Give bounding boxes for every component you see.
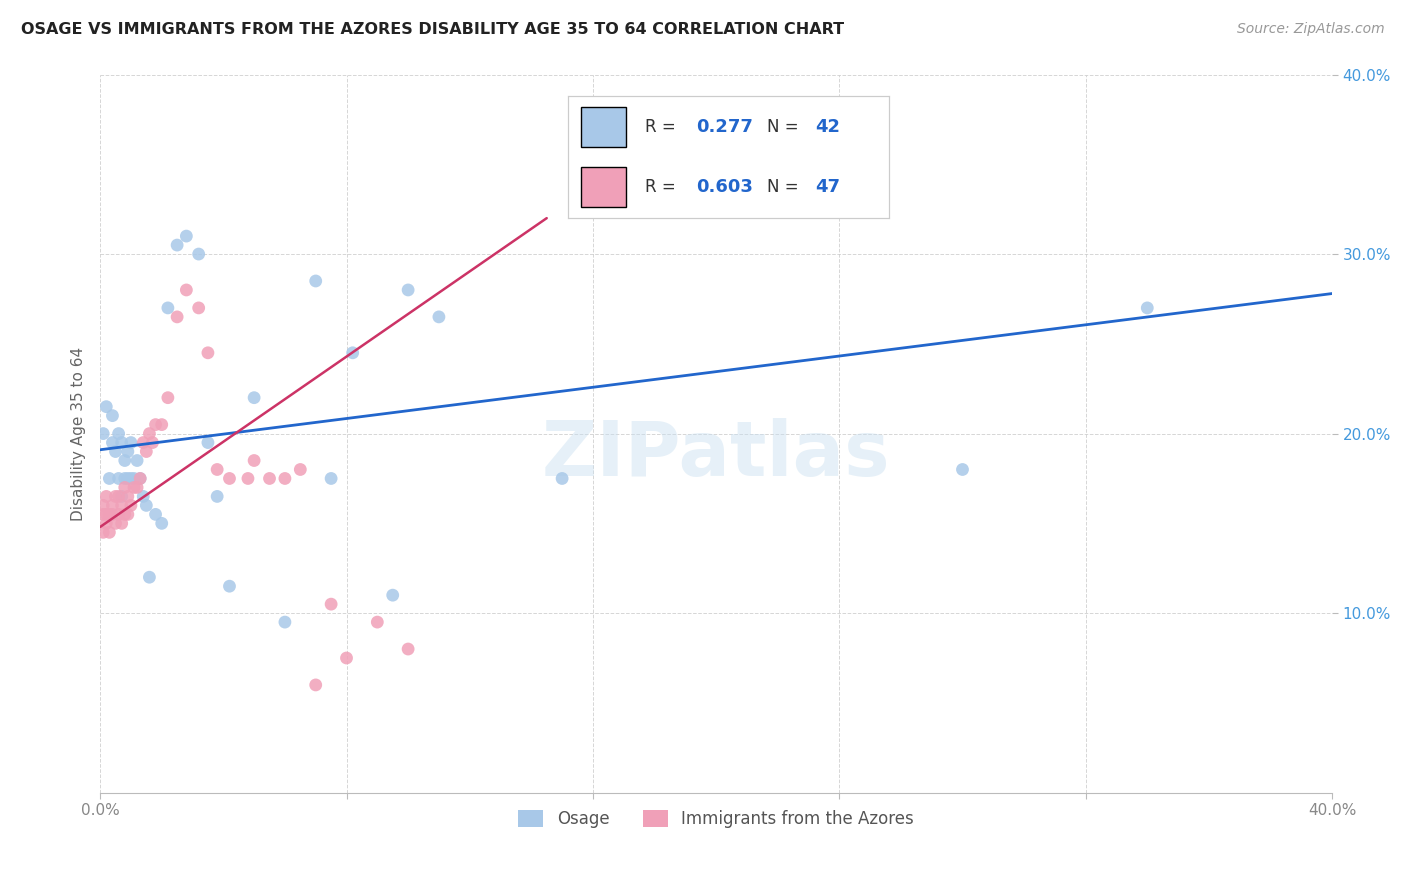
Point [197,435,219,450]
Point [111,516,134,531]
Point [952,462,974,476]
Point [117,508,139,522]
Point [107,508,129,522]
Point [96,400,118,414]
Point [127,480,149,494]
Point [145,508,167,522]
Point [243,391,266,405]
Point [236,471,259,485]
Point [107,490,129,504]
Point [107,426,129,441]
Point [381,588,404,602]
Point [127,453,149,467]
Point [290,462,312,476]
Point [101,435,124,450]
Legend: Osage, Immigrants from the Azores: Osage, Immigrants from the Azores [512,803,921,835]
Point [114,471,136,485]
Text: OSAGE VS IMMIGRANTS FROM THE AZORES DISABILITY AGE 35 TO 64 CORRELATION CHART: OSAGE VS IMMIGRANTS FROM THE AZORES DISA… [21,22,844,37]
Point [166,310,188,324]
Point [274,615,297,629]
Point [114,480,136,494]
Point [107,471,129,485]
Point [187,247,209,261]
Point [156,391,179,405]
Point [366,615,388,629]
Point [104,444,127,458]
Y-axis label: Disability Age 35 to 64: Disability Age 35 to 64 [72,346,86,521]
Point [1136,301,1159,315]
Point [91,426,114,441]
Point [218,579,240,593]
Point [259,471,281,485]
Point [114,453,136,467]
Point [101,409,124,423]
Point [111,490,134,504]
Point [104,490,127,504]
Point [120,471,142,485]
Point [342,346,364,360]
Point [120,499,142,513]
Point [98,525,121,540]
Point [218,471,240,485]
Point [138,570,160,584]
Point [91,525,114,540]
Point [117,490,139,504]
Point [129,471,152,485]
Point [98,471,121,485]
Point [111,435,134,450]
Point [96,508,118,522]
Point [122,471,145,485]
Point [205,490,228,504]
Point [335,651,357,665]
Point [104,516,127,531]
Point [321,471,343,485]
Point [150,417,173,432]
Point [243,453,266,467]
Point [111,499,134,513]
Point [396,283,419,297]
Point [138,426,160,441]
Point [197,346,219,360]
Point [176,229,198,244]
Point [135,499,157,513]
Point [551,471,574,485]
Point [117,471,139,485]
Point [114,508,136,522]
Point [96,490,118,504]
Point [176,283,198,297]
Point [96,516,118,531]
Point [396,642,419,657]
Point [145,417,167,432]
Point [122,480,145,494]
Point [187,301,209,315]
Point [166,238,188,252]
Point [135,444,157,458]
Point [305,274,328,288]
Text: Source: ZipAtlas.com: Source: ZipAtlas.com [1237,22,1385,37]
Point [427,310,450,324]
Point [141,435,163,450]
Point [205,462,228,476]
Point [321,597,343,611]
Point [120,435,142,450]
Point [305,678,328,692]
Text: ZIPatlas: ZIPatlas [541,418,890,492]
Point [91,508,114,522]
Point [117,444,139,458]
Point [150,516,173,531]
Point [132,490,155,504]
Point [129,471,152,485]
Point [274,471,297,485]
Point [91,499,114,513]
Point [132,435,155,450]
Point [98,508,121,522]
Point [156,301,179,315]
Point [101,508,124,522]
Point [101,499,124,513]
